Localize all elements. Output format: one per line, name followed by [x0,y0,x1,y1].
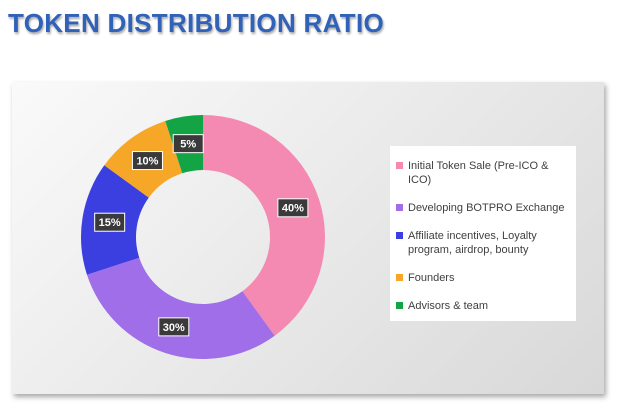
legend-item: Developing BOTPRO Exchange [396,201,570,215]
chart-title: TOKEN DISTRIBUTION RATIO [8,8,385,38]
legend-swatch [396,204,403,211]
value-label: 30% [163,322,185,334]
value-label-box [277,198,309,218]
legend-swatch [396,302,403,309]
value-label-box [94,212,126,232]
legend-item: Initial Token Sale (Pre-ICO & ICO) [396,159,570,187]
legend-label: Founders [408,272,455,284]
legend-item: Affiliate incentives, Loyalty program, a… [396,229,570,257]
donut-slice [203,115,325,336]
legend-label: Developing BOTPRO Exchange [408,202,565,214]
value-label-group: 40% [277,198,309,218]
value-label-group: 15% [94,212,126,232]
legend-swatch [396,274,403,281]
value-label-box [158,317,190,337]
legend-label: Advisors & team [408,300,489,312]
value-label-box [131,151,163,171]
legend-label: Affiliate incentives, Loyalty program, a… [408,230,537,256]
value-label: 15% [99,217,121,229]
legend-item: Founders [396,271,570,285]
legend-label: Initial Token Sale (Pre-ICO & ICO) [408,160,549,186]
value-label: 5% [180,139,196,151]
value-label-group: 5% [172,134,204,154]
donut-slice [86,257,275,359]
value-label: 10% [136,155,158,167]
value-label-box [172,134,204,154]
value-label-group: 30% [158,317,190,337]
legend-swatch [396,162,403,169]
legend-item: Advisors & team [396,299,570,313]
value-label: 40% [282,203,304,215]
legend: Initial Token Sale (Pre-ICO & ICO) Develo… [390,146,576,321]
value-label-group: 10% [131,151,163,171]
legend-swatch [396,232,403,239]
